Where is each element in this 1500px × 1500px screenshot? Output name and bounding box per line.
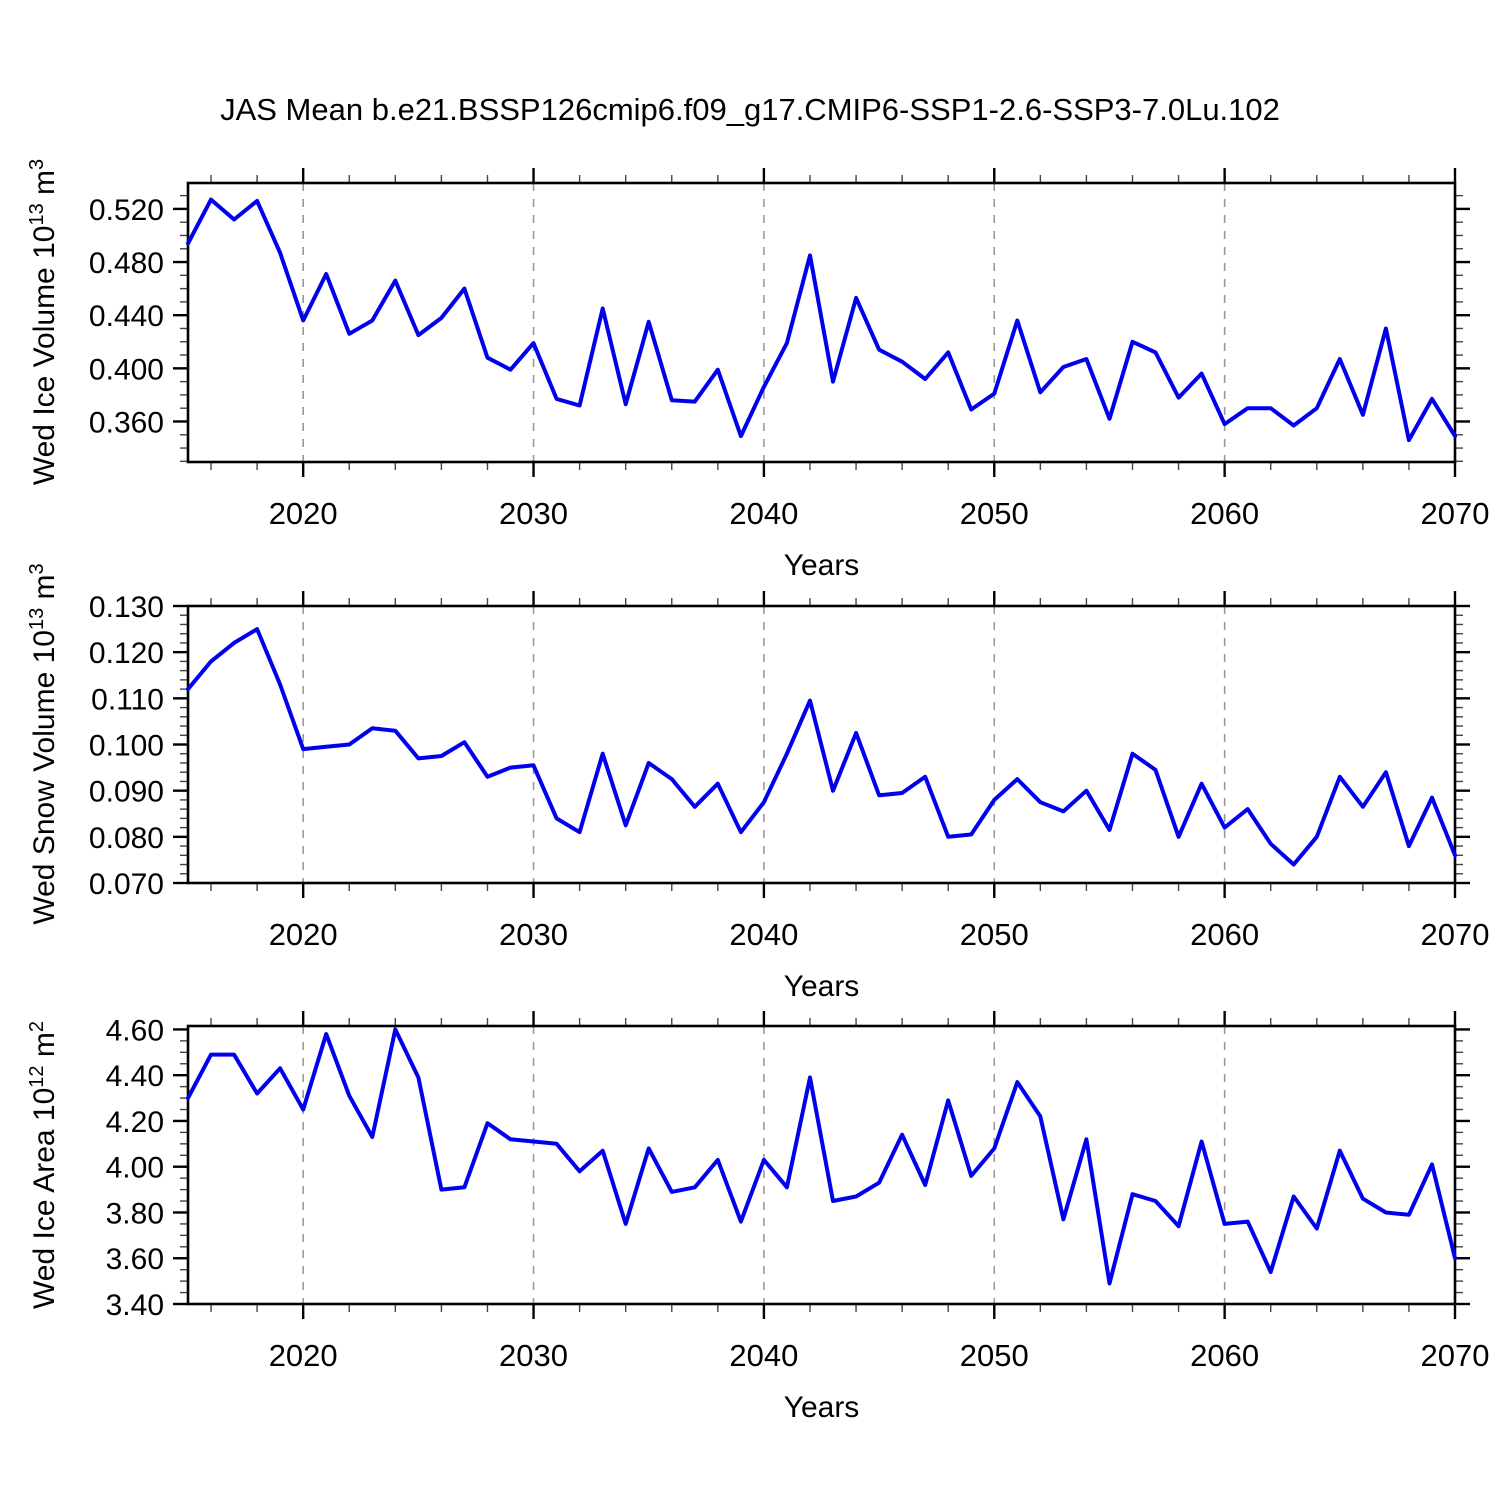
y-axis-label-snow-volume: Wed Snow Volume 1013 m3 bbox=[26, 563, 62, 924]
y-tick-label: 4.20 bbox=[106, 1106, 164, 1139]
y-tick-label: 0.090 bbox=[89, 776, 164, 809]
plot-frame bbox=[186, 181, 1457, 464]
y-axis-label-unit-exponent: 3 bbox=[26, 158, 48, 170]
data-line bbox=[186, 197, 1457, 443]
plot-frame bbox=[186, 604, 1457, 885]
y-tick-label: 0.400 bbox=[89, 353, 164, 386]
x-tick-label: 2070 bbox=[1421, 496, 1490, 531]
y-axis-label-exponent: 13 bbox=[26, 607, 48, 631]
y-axis-label-unit-exponent: 3 bbox=[26, 563, 48, 575]
x-tick-label: 2070 bbox=[1421, 917, 1490, 952]
x-tick-label: 2020 bbox=[269, 1338, 338, 1373]
y-tick-label: 0.440 bbox=[89, 300, 164, 333]
y-axis-label-unit-exponent: 2 bbox=[26, 1021, 48, 1033]
x-tick-label: 2020 bbox=[269, 496, 338, 531]
y-tick-label: 3.80 bbox=[106, 1197, 164, 1230]
x-tick-label: 2030 bbox=[499, 496, 568, 531]
plot-frame bbox=[186, 1024, 1457, 1306]
data-line bbox=[186, 627, 1457, 867]
data-line bbox=[186, 1027, 1457, 1286]
y-tick-label: 4.00 bbox=[106, 1152, 164, 1185]
y-tick-label: 0.110 bbox=[91, 683, 164, 716]
y-tick-label: 4.60 bbox=[106, 1014, 164, 1047]
y-tick-label: 0.100 bbox=[89, 730, 164, 763]
x-tick-label: 2050 bbox=[960, 1338, 1029, 1373]
y-axis-label-unit: m bbox=[28, 169, 61, 204]
y-tick-label: 4.40 bbox=[106, 1060, 164, 1093]
x-tick-label: 2050 bbox=[960, 496, 1029, 531]
x-axis-caption: Years bbox=[784, 970, 860, 1003]
y-axis-label-exponent: 12 bbox=[26, 1065, 48, 1088]
y-axis-label-unit: m bbox=[28, 1032, 61, 1066]
x-tick-label: 2050 bbox=[960, 917, 1029, 952]
x-tick-label: 2030 bbox=[499, 917, 568, 952]
y-tick-label: 3.60 bbox=[106, 1243, 164, 1276]
x-tick-label: 2070 bbox=[1421, 1338, 1490, 1373]
x-tick-label: 2040 bbox=[729, 1338, 798, 1373]
y-tick-label: 0.120 bbox=[89, 637, 164, 670]
y-tick-label: 0.080 bbox=[89, 822, 164, 855]
x-axis-caption: Years bbox=[784, 1391, 860, 1424]
y-tick-label: 3.40 bbox=[106, 1289, 164, 1322]
x-tick-label: 2040 bbox=[729, 496, 798, 531]
x-tick-label: 2060 bbox=[1190, 496, 1259, 531]
chart-title: JAS Mean b.e21.BSSP126cmip6.f09_g17.CMIP… bbox=[220, 92, 1280, 127]
y-axis-label-text: Wed Ice Volume 10 bbox=[28, 225, 61, 486]
x-tick-label: 2060 bbox=[1190, 917, 1259, 952]
x-tick-label: 2020 bbox=[269, 917, 338, 952]
y-tick-label: 0.070 bbox=[89, 868, 164, 901]
y-axis-label-ice-volume: Wed Ice Volume 1013 m3 bbox=[26, 159, 62, 485]
y-tick-label: 0.480 bbox=[89, 247, 164, 280]
y-tick-label: 0.520 bbox=[89, 194, 164, 227]
x-tick-label: 2060 bbox=[1190, 1338, 1259, 1373]
y-axis-label-text: Wed Ice Area 10 bbox=[28, 1087, 61, 1309]
x-tick-label: 2030 bbox=[499, 1338, 568, 1373]
y-tick-label: 0.130 bbox=[89, 591, 164, 624]
y-axis-label-exponent: 13 bbox=[26, 203, 48, 226]
x-axis-caption: Years bbox=[784, 549, 860, 582]
y-axis-label-text: Wed Snow Volume 10 bbox=[28, 630, 61, 925]
y-tick-label: 0.360 bbox=[89, 406, 164, 439]
y-axis-label-unit: m bbox=[28, 574, 61, 608]
y-axis-label-ice-area: Wed Ice Area 1012 m2 bbox=[26, 1021, 62, 1309]
x-tick-label: 2040 bbox=[729, 917, 798, 952]
